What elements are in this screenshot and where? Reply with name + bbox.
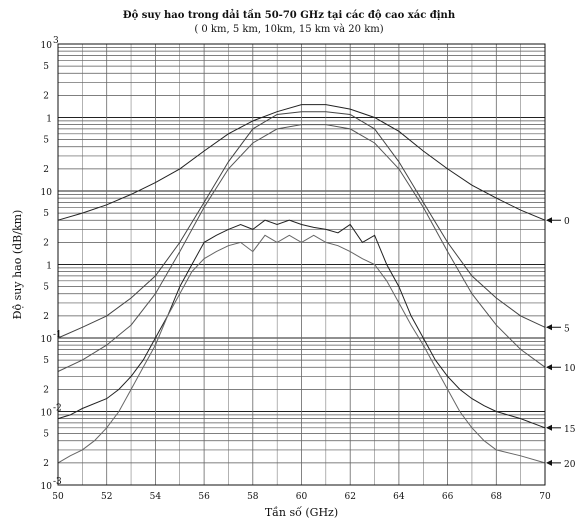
y-decade-label: 10 [41,409,53,419]
y-decade-label: 10 [41,335,53,345]
x-tick-label: 50 [52,492,64,502]
y-decade-exponent: -1 [53,330,62,340]
y-decade-label: 1 [46,262,52,272]
series-pointer-arrowhead [546,459,552,466]
x-tick-label: 70 [539,492,551,502]
series-label: 5 [564,324,570,334]
chart-subtitle: ( 0 km, 5 km, 10km, 15 km và 20 km) [194,24,384,35]
x-tick-label: 64 [393,492,405,502]
series-line-20 [57,234,546,464]
y-minor-label: 2 [43,312,49,322]
x-tick-label: 56 [198,492,210,502]
y-decade-exponent: -2 [53,404,62,414]
x-tick-label: 60 [296,492,308,502]
y-decade-exponent: 3 [53,36,59,46]
y-decade-label: 10 [41,41,53,51]
grid [57,44,546,486]
y-axis-label: Độ suy hao (dB/km) [11,210,24,320]
x-tick-label: 54 [150,492,162,502]
series-label: 15 [564,425,576,435]
y-decade-label: 1 [46,115,52,125]
x-tick-label: 62 [344,492,355,502]
x-tick-label: 52 [101,492,112,502]
plot-frame [57,43,546,486]
series-group [57,104,546,464]
x-tick-label: 66 [442,492,454,502]
x-tick-label: 68 [491,492,503,502]
y-minor-label: 5 [43,136,49,146]
series-pointer-arrowhead [546,424,552,431]
y-minor-label: 5 [43,430,49,440]
series-label: 0 [564,217,570,227]
series-pointer-arrowhead [546,324,552,331]
series-line-5 [57,111,546,339]
series-line-0 [57,104,546,221]
series-pointer-arrowhead [546,217,552,224]
y-minor-label: 2 [43,91,49,101]
series-label: 20 [564,460,576,470]
y-minor-label: 5 [43,62,49,72]
series-pointer-arrowhead [546,364,552,371]
y-minor-label: 5 [43,283,49,293]
series-label: 10 [564,364,576,374]
y-minor-label: 2 [43,165,49,175]
chart-title: Độ suy hao trong dải tần 50-70 GHz tại c… [122,10,456,21]
y-minor-label: 2 [43,238,49,248]
y-minor-label: 2 [43,459,49,469]
series-line-10 [57,124,546,372]
y-minor-label: 5 [43,356,49,366]
series-pointers: 0 5 10 15 20 [546,217,576,470]
y-decade-label: 10 [41,188,53,198]
y-decade-label: 10 [41,482,53,492]
series-line-15 [57,219,546,429]
y-minor-label: 5 [43,209,49,219]
x-tick-label: 58 [247,492,259,502]
x-axis-label: Tần số (GHz) [265,506,338,519]
y-minor-label: 2 [43,385,49,395]
